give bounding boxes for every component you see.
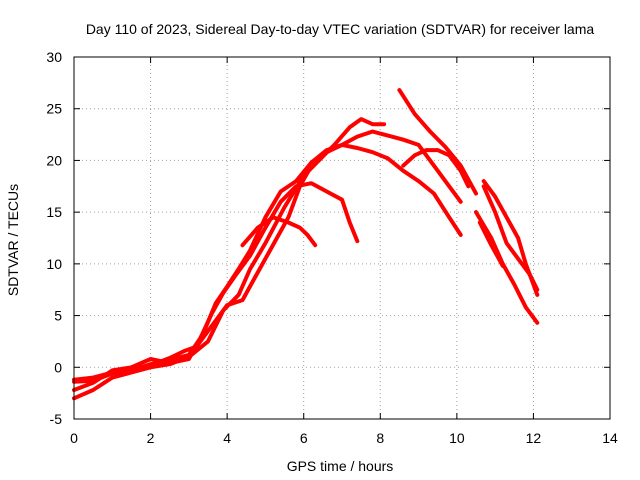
series-track-10 bbox=[477, 220, 505, 268]
series-track-6 bbox=[397, 88, 478, 196]
plot-frame bbox=[73, 56, 611, 420]
y-axis-label: SDTVAR / TECUs bbox=[5, 184, 21, 296]
y-tick-label: 10 bbox=[46, 256, 62, 272]
x-tick-label: 10 bbox=[449, 430, 465, 446]
x-tick-label: 4 bbox=[223, 430, 231, 446]
y-tick-label: 25 bbox=[46, 101, 62, 117]
x-axis-ticks: 0 2 4 6 8 10 12 14 bbox=[70, 57, 618, 446]
chart-title: Day 110 of 2023, Sidereal Day-to-day VTE… bbox=[86, 21, 595, 37]
series-track-9 bbox=[474, 210, 540, 325]
series-track-3 bbox=[72, 117, 387, 401]
series-track-1 bbox=[72, 181, 360, 384]
x-tick-label: 14 bbox=[602, 430, 618, 446]
series-track-7 bbox=[401, 148, 471, 189]
y-tick-label: -5 bbox=[50, 411, 63, 427]
y-tick-label: 15 bbox=[46, 204, 62, 220]
x-tick-label: 0 bbox=[70, 430, 78, 446]
series-track-2 bbox=[72, 129, 463, 392]
x-tick-label: 12 bbox=[526, 430, 542, 446]
x-tick-label: 2 bbox=[147, 430, 155, 446]
x-axis-label: GPS time / hours bbox=[287, 458, 394, 474]
y-tick-label: 0 bbox=[54, 359, 62, 375]
series-layer bbox=[72, 88, 540, 401]
series-track-5 bbox=[72, 142, 463, 382]
x-tick-label: 6 bbox=[300, 430, 308, 446]
y-axis-ticks: -5 0 5 10 15 20 25 30 bbox=[46, 49, 610, 427]
y-tick-label: 20 bbox=[46, 152, 62, 168]
series-track-4 bbox=[240, 215, 318, 248]
x-tick-label: 8 bbox=[376, 430, 384, 446]
y-tick-label: 5 bbox=[54, 308, 62, 324]
grid-lines bbox=[74, 57, 610, 419]
series-track-11 bbox=[481, 184, 540, 292]
y-tick-label: 30 bbox=[46, 49, 62, 65]
